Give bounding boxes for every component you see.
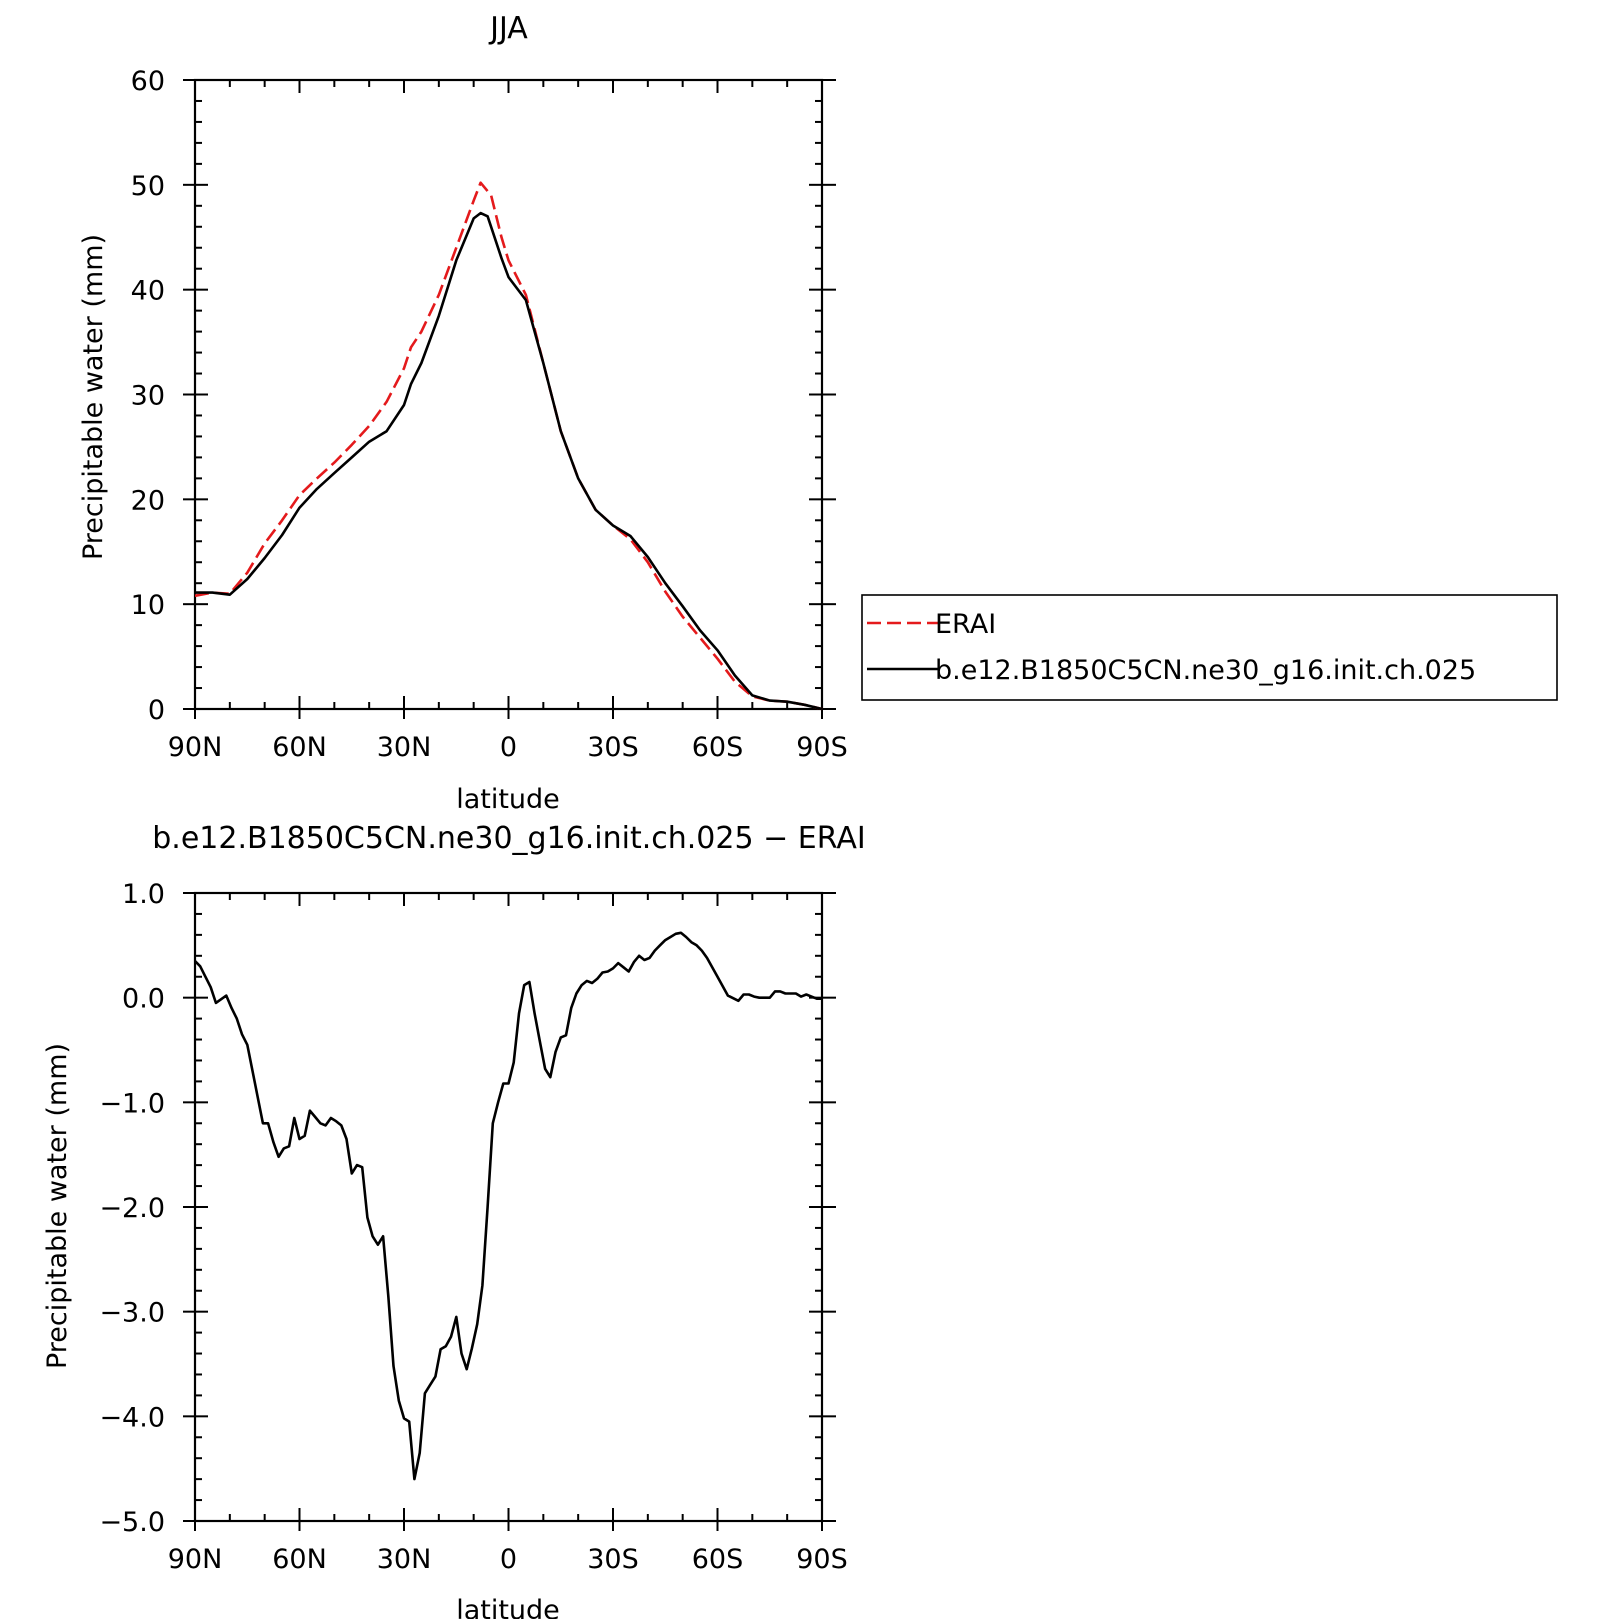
top-chart-panel: JJA 90N 60N 30N 0 30S 60S 90S 0 10 20 30 40 50 60 lat… [78,11,848,815]
top-chart-xlabel: latitude [456,784,560,815]
bottom-chart-y-tick-label: 1.0 [122,879,165,910]
bottom-chart-title: b.e12.B1850C5CN.ne30_g16.init.ch.025 − E… [152,821,865,856]
bottom-chart-x-tick-label: 90N [168,1544,223,1575]
bottom-chart-axes: 90N 60N 30N 0 30S 60S 90S 1.0 0.0 −1.0 −2.0 −3.0 −4.… [99,879,847,1575]
top-chart-x-tick-label: 30S [587,732,639,763]
top-chart-y-tick-label: 10 [131,590,165,621]
top-chart-x-tick-label: 60N [272,732,327,763]
bottom-chart-y-tick-label: −5.0 [99,1507,165,1538]
top-chart-x-tick-label: 30N [377,732,432,763]
bottom-chart-x-tick-label: 60S [692,1544,744,1575]
bottom-chart-x-tick-label: 30S [587,1544,639,1575]
bottom-chart-ylabel: Precipitable water (mm) [42,1043,73,1369]
bottom-chart-series [194,931,822,1481]
top-chart-y-tick-label: 30 [131,381,165,412]
bottom-chart-panel: b.e12.B1850C5CN.ne30_g16.init.ch.025 − E… [42,821,866,1619]
bottom-chart-frame [193,891,824,1523]
top-chart-ylabel: Precipitable water (mm) [78,234,109,560]
legend-label-model: b.e12.B1850C5CN.ne30_g16.init.ch.025 [935,655,1476,686]
bottom-chart-x-tick-label: 60N [272,1544,327,1575]
top-chart-series-line-1 [195,211,823,711]
bottom-chart-x-tick-label: 90S [796,1544,848,1575]
bottom-chart-y-tick-label: −1.0 [99,1088,165,1119]
top-chart-y-tick-label: 50 [131,171,165,202]
bottom-chart-x-tick-label: 30N [377,1544,432,1575]
bottom-chart-y-tick-label: −4.0 [99,1402,165,1433]
top-chart-frame [193,78,824,711]
bottom-chart-y-tick-label: −2.0 [99,1193,165,1224]
top-chart-x-tick-label: 90S [796,732,848,763]
top-chart-series-line-0 [194,181,823,711]
legend-label-erai: ERAI [935,609,996,640]
top-chart-x-tick-label: 90N [168,732,223,763]
top-chart-y-tick-label: 60 [131,66,165,97]
top-chart-x-tick-label: 0 [500,732,517,763]
top-chart-title: JJA [488,11,528,46]
bottom-chart-y-tick-label: −3.0 [99,1298,165,1329]
bottom-chart-xlabel: latitude [456,1595,560,1619]
legend-box [861,594,1558,701]
top-chart-y-tick-label: 0 [148,695,165,726]
bottom-chart-x-tick-label: 0 [500,1544,517,1575]
top-chart-x-tick-label: 60S [692,732,744,763]
bottom-chart-series-line-0 [194,931,822,1481]
top-chart-y-tick-label: 20 [131,485,165,516]
bottom-chart-y-tick-label: 0.0 [122,984,165,1015]
top-chart-y-tick-label: 40 [131,276,165,307]
legend: ERAI b.e12.B1850C5CN.ne30_g16.init.ch.02… [861,594,1558,701]
top-chart-axes: 90N 60N 30N 0 30S 60S 90S 0 10 20 30 40 50 60 [131,66,848,763]
top-chart-series [194,181,823,711]
